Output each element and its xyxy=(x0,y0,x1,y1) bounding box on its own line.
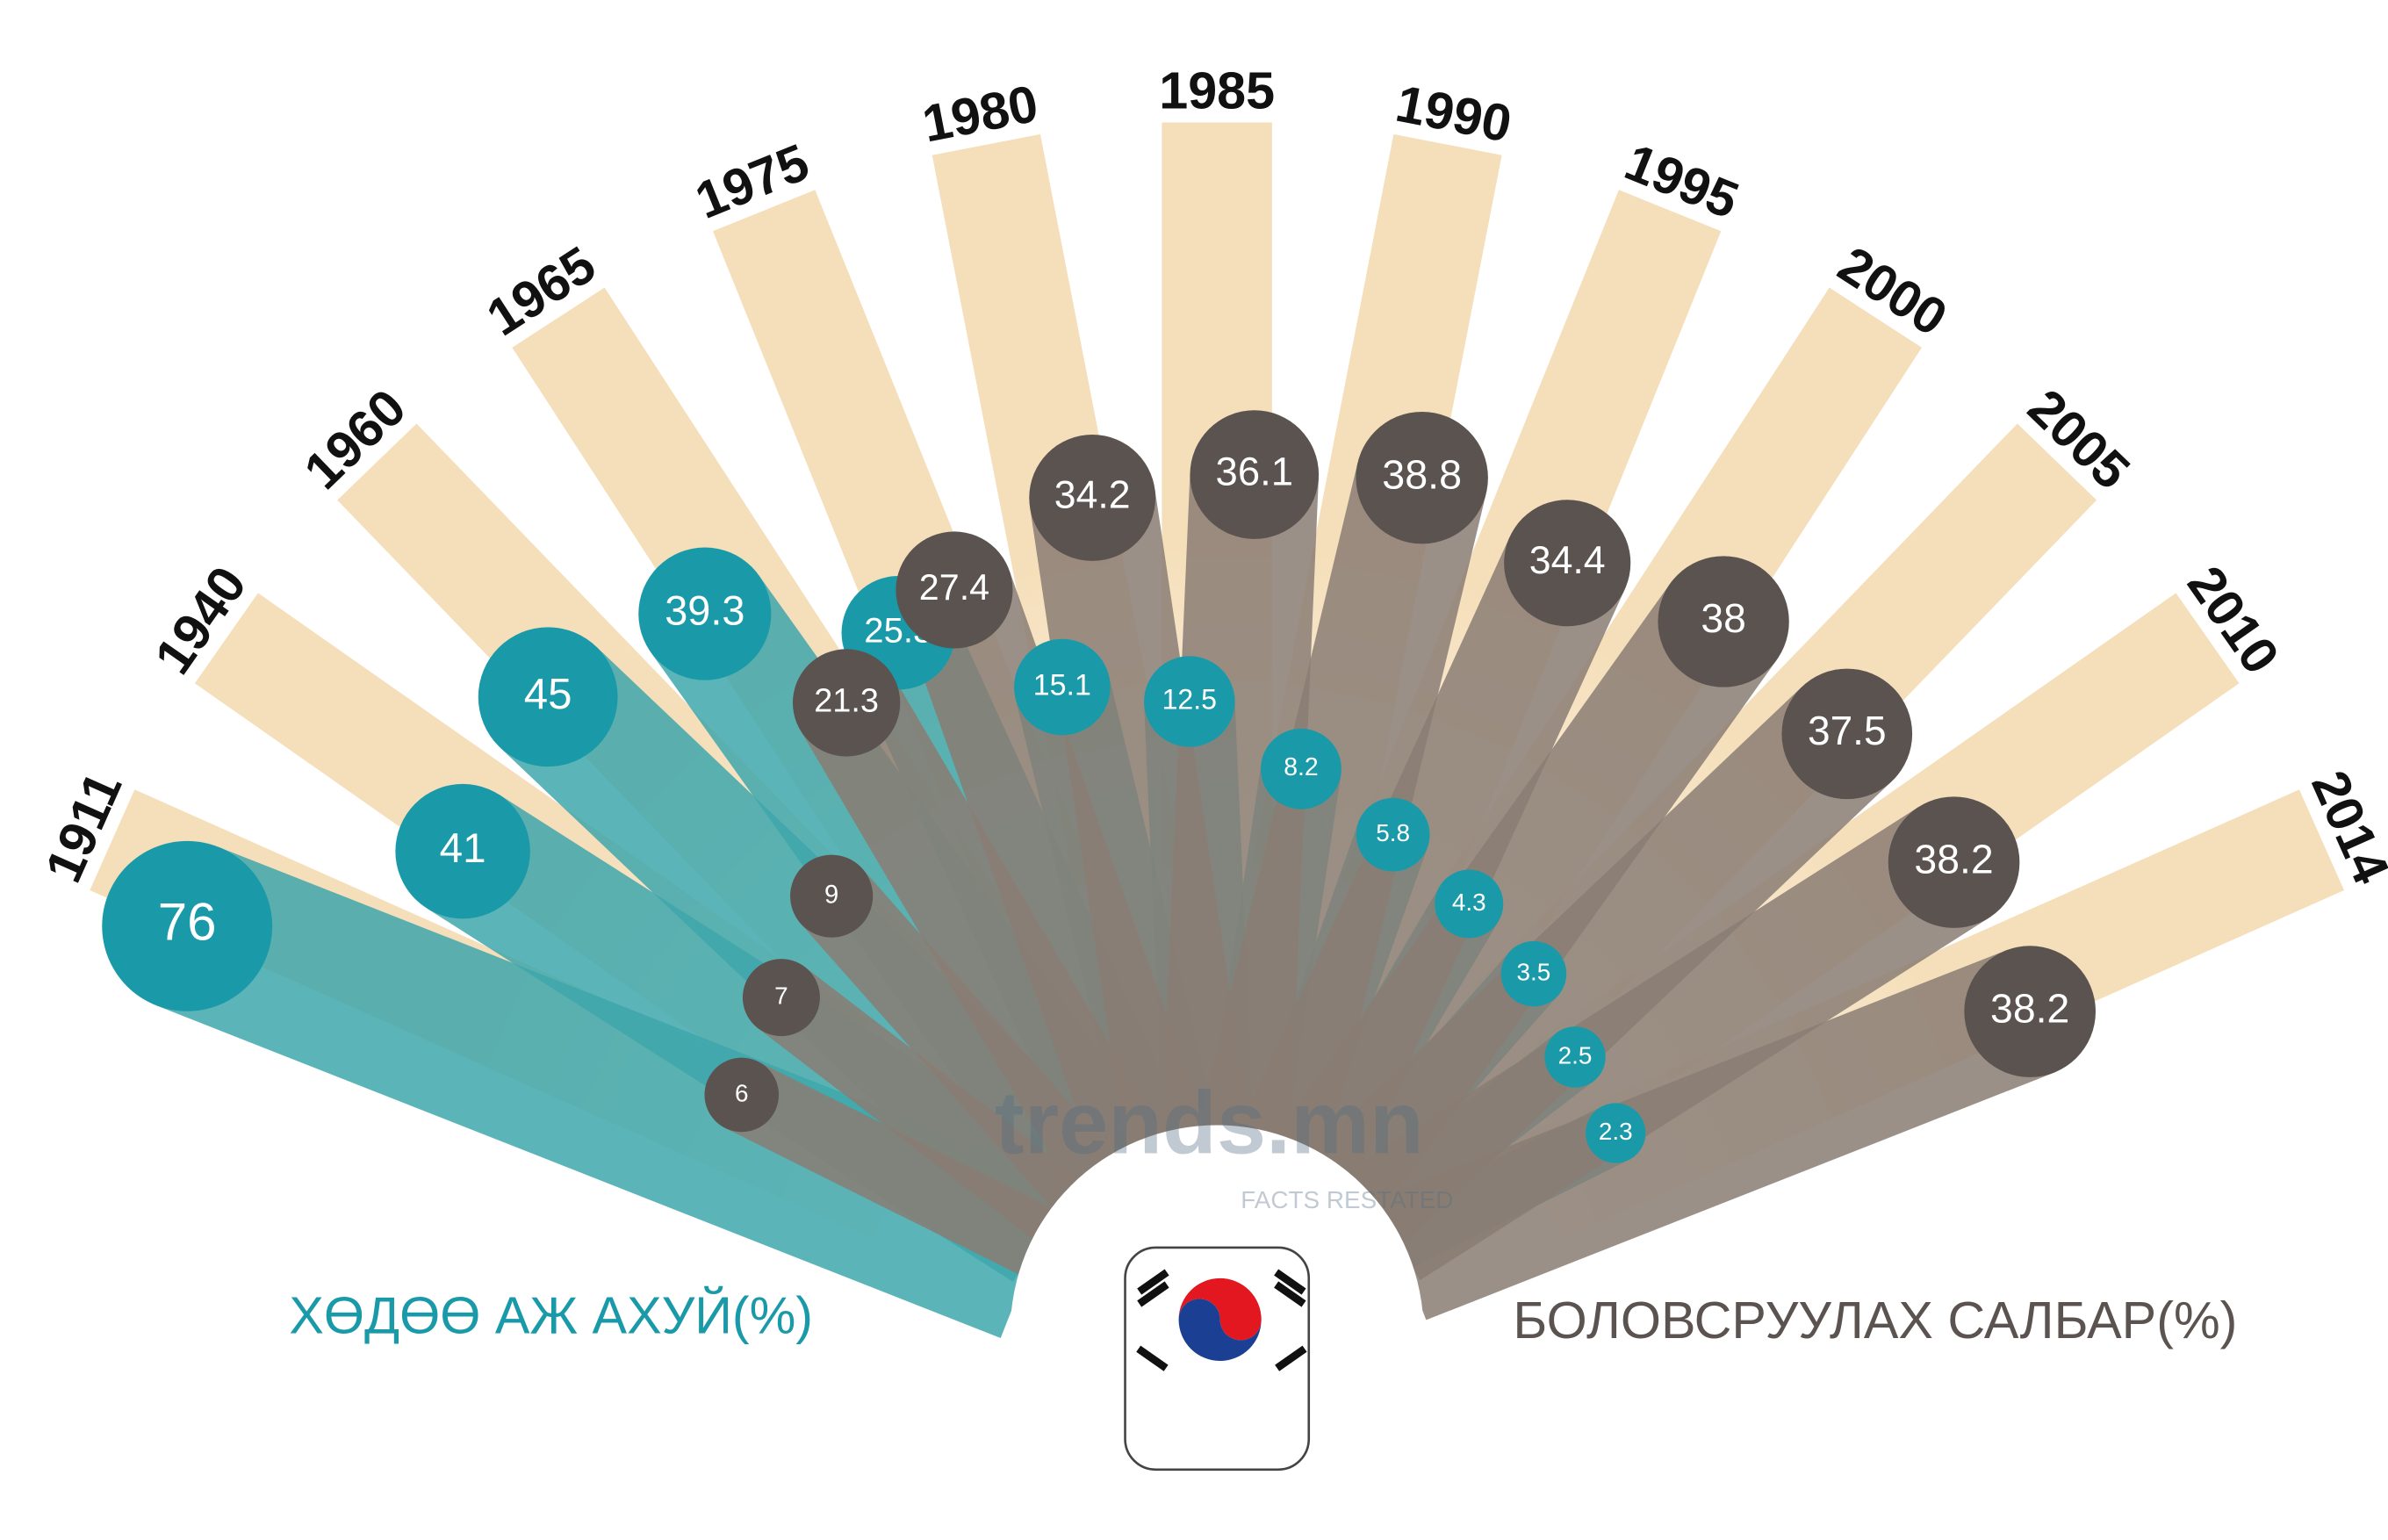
spoke-strip xyxy=(758,967,1083,1241)
value-label: 45 xyxy=(524,670,572,718)
watermark-tagline: FACTS RESTATED xyxy=(1241,1186,1453,1213)
spoke-strip xyxy=(724,1061,1056,1277)
value-label: 7 xyxy=(774,982,788,1009)
value-label: 27.4 xyxy=(919,567,989,608)
value-label: 4.3 xyxy=(1452,889,1486,916)
value-label: 37.5 xyxy=(1808,708,1887,753)
value-label: 34.2 xyxy=(1054,474,1131,517)
value-label: 76 xyxy=(158,893,217,952)
value-label: 38.8 xyxy=(1382,451,1462,497)
value-label: 3.5 xyxy=(1517,959,1551,986)
bubble xyxy=(395,783,530,919)
bubble xyxy=(1964,946,2096,1077)
year-label: 1985 xyxy=(1159,61,1275,120)
flag xyxy=(1124,1246,1311,1472)
value-label: 2.5 xyxy=(1558,1041,1593,1069)
spoke-strip xyxy=(1278,583,1777,1208)
value-label: 15.1 xyxy=(1033,668,1091,702)
value-label: 38 xyxy=(1701,595,1745,641)
value-label: 21.3 xyxy=(814,682,879,719)
bubble xyxy=(1658,556,1789,687)
value-label: 9 xyxy=(824,881,838,909)
value-label: 38.2 xyxy=(1990,985,2069,1031)
bubble xyxy=(478,627,618,767)
bubble xyxy=(790,854,874,938)
value-label: 6 xyxy=(735,1079,749,1106)
value-label: 2.3 xyxy=(1599,1118,1633,1145)
bubble xyxy=(638,547,772,680)
value-label: 41 xyxy=(440,825,486,872)
bubble xyxy=(1586,1103,1646,1163)
spoke-strip xyxy=(1198,462,1486,1155)
value-label: 38.2 xyxy=(1914,836,1993,882)
bubble xyxy=(1544,1026,1606,1088)
legend-agriculture: ХӨДӨӨ АЖ АХУЙ(%) xyxy=(289,1286,813,1345)
value-label: 8.2 xyxy=(1284,753,1319,781)
spoke-strip xyxy=(155,846,1063,1338)
bubble xyxy=(1261,728,1341,810)
bubble xyxy=(1014,638,1111,736)
watermark: trends.mn xyxy=(995,1073,1424,1172)
bubble xyxy=(1029,435,1156,561)
bubble xyxy=(742,959,820,1037)
bubble xyxy=(1356,411,1488,544)
spoke-strip xyxy=(1377,950,2054,1321)
bubble xyxy=(1888,796,2020,928)
value-label: 39.3 xyxy=(665,587,744,633)
value-label: 12.5 xyxy=(1162,683,1217,715)
legend-manufacturing: БОЛОВСРУУЛАХ САЛБАР(%) xyxy=(1513,1291,2237,1349)
spoke-strip xyxy=(1241,536,1625,1177)
bubble xyxy=(1435,869,1504,939)
bubble xyxy=(1500,940,1567,1007)
value-label: 5.8 xyxy=(1376,819,1410,846)
value-label: 34.4 xyxy=(1529,539,1606,582)
bubble xyxy=(792,649,901,757)
bubble xyxy=(1356,797,1430,872)
bubble xyxy=(704,1057,780,1133)
value-label: 36.1 xyxy=(1216,450,1293,494)
bubble xyxy=(1781,668,1913,800)
bubble xyxy=(1144,656,1235,747)
bubble xyxy=(1504,500,1631,627)
bubble xyxy=(896,531,1013,649)
bubble xyxy=(102,840,273,1011)
bubble xyxy=(1190,410,1320,539)
